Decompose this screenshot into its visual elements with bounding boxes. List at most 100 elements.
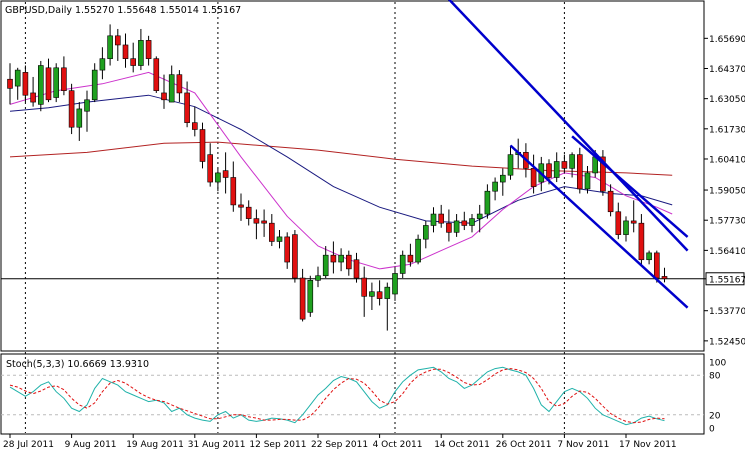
candle-up bbox=[76, 108, 83, 128]
candle-down bbox=[122, 44, 129, 59]
candle-up bbox=[476, 213, 483, 219]
candle-up bbox=[553, 161, 560, 178]
chart-title: GBPUSD,Daily 1.55270 1.55648 1.55014 1.5… bbox=[5, 5, 241, 16]
x-tick-label: 17 Nov 2011 bbox=[619, 440, 677, 450]
candle-down bbox=[446, 222, 452, 233]
trend-layer bbox=[447, 0, 689, 309]
y-tick-label: 1.56410 bbox=[709, 247, 745, 257]
stoch-level-label: 20 bbox=[709, 411, 721, 421]
stoch-level-label: 80 bbox=[709, 372, 721, 382]
candle-down bbox=[546, 163, 552, 178]
candle-down bbox=[607, 190, 614, 213]
candle-down bbox=[376, 291, 383, 299]
candle-down bbox=[268, 222, 275, 242]
candle-up bbox=[453, 220, 460, 233]
candle-up bbox=[14, 69, 21, 87]
candle-up bbox=[215, 172, 221, 183]
candle-down bbox=[245, 206, 252, 219]
candle-down bbox=[653, 252, 660, 279]
candle-down bbox=[253, 218, 260, 224]
x-tick-label: 7 Nov 2011 bbox=[557, 440, 609, 450]
trend-line-channel-top bbox=[447, 0, 689, 252]
stoch-label: Stoch(5,3,3) 10.6669 13.9310 bbox=[6, 359, 149, 370]
candle-up bbox=[422, 225, 429, 240]
candle-up bbox=[646, 252, 652, 261]
candle-down bbox=[161, 92, 167, 101]
current-price-label: 1.55167 bbox=[709, 275, 745, 285]
y-tick-label: 1.59050 bbox=[709, 187, 745, 197]
candle-up bbox=[315, 275, 321, 281]
candle-up bbox=[138, 40, 144, 66]
candle-down bbox=[461, 220, 468, 226]
candle-up bbox=[84, 99, 90, 112]
candle-down bbox=[115, 35, 121, 46]
y-tick-label: 1.63050 bbox=[709, 95, 745, 105]
candle-down bbox=[199, 129, 206, 162]
x-tick-label: 26 Oct 2011 bbox=[496, 440, 552, 450]
candle-down bbox=[299, 277, 306, 320]
candle-down bbox=[222, 170, 229, 178]
candle-down bbox=[30, 92, 36, 103]
candle-down bbox=[576, 154, 583, 190]
candle-down bbox=[330, 254, 337, 263]
candle-down bbox=[600, 156, 606, 192]
trend-line-channel-upper-inner bbox=[571, 135, 689, 238]
candle-down bbox=[176, 74, 183, 94]
candle-down bbox=[292, 234, 298, 279]
candle-up bbox=[168, 74, 175, 103]
main-panel bbox=[0, 0, 705, 352]
candle-down bbox=[530, 168, 537, 187]
candle-up bbox=[469, 218, 475, 226]
candle-up bbox=[99, 58, 106, 71]
candle-down bbox=[353, 259, 360, 279]
current-price-box bbox=[705, 272, 745, 286]
candle-up bbox=[492, 181, 498, 192]
candle-down bbox=[615, 211, 622, 235]
stoch-level-label: 0 bbox=[709, 425, 715, 435]
axis-layer: 1.65690 1.64370 1.63050 1.61730 1.60410 1.590… bbox=[3, 35, 745, 450]
candle-up bbox=[399, 254, 406, 274]
candle-up bbox=[430, 213, 437, 226]
y-tick-label: 1.53770 bbox=[709, 307, 745, 317]
candle-up bbox=[276, 236, 283, 242]
candle-up bbox=[384, 286, 391, 299]
candle-up bbox=[322, 254, 329, 277]
x-tick-label: 12 Sep 2011 bbox=[249, 440, 306, 450]
y-tick-label: 1.60410 bbox=[709, 155, 745, 165]
candle-down bbox=[661, 276, 668, 280]
stoch-main-line bbox=[9, 366, 665, 426]
x-tick-label: 22 Sep 2011 bbox=[311, 440, 368, 450]
x-tick-label: 28 Jul 2011 bbox=[3, 440, 54, 450]
candle-up bbox=[107, 35, 113, 59]
candle-down bbox=[361, 277, 368, 297]
candle-down bbox=[7, 78, 13, 89]
candle-down bbox=[561, 161, 568, 169]
x-tick-label: 4 Oct 2011 bbox=[373, 440, 423, 450]
candle-down bbox=[192, 122, 198, 130]
candle-up bbox=[415, 238, 421, 263]
stoch-level-label: 100 bbox=[709, 359, 726, 369]
candle-down bbox=[345, 254, 352, 270]
y-tick-label: 1.57730 bbox=[709, 217, 745, 227]
y-tick-label: 1.64370 bbox=[709, 65, 745, 75]
candle-down bbox=[22, 72, 29, 96]
stoch-layer: 100 80 20 0 bbox=[1, 359, 726, 435]
candle-up bbox=[53, 67, 60, 98]
x-tick-label: 19 Aug 2011 bbox=[126, 440, 184, 450]
x-tick-label: 31 Aug 2011 bbox=[188, 440, 246, 450]
candle-up bbox=[499, 174, 506, 183]
trend-line-channel-bottom bbox=[509, 144, 689, 309]
stoch-panel bbox=[0, 353, 705, 435]
candle-down bbox=[68, 90, 75, 128]
candle-down bbox=[284, 236, 291, 263]
candle-down bbox=[184, 92, 190, 123]
candle-up bbox=[584, 172, 591, 190]
y-tick-label: 1.65690 bbox=[709, 35, 745, 45]
candle-up bbox=[507, 154, 514, 176]
candle-down bbox=[407, 254, 414, 263]
candle-up bbox=[37, 65, 44, 105]
y-tick-label: 1.61730 bbox=[709, 125, 745, 135]
candle-up bbox=[484, 190, 491, 215]
candle-down bbox=[438, 213, 445, 224]
